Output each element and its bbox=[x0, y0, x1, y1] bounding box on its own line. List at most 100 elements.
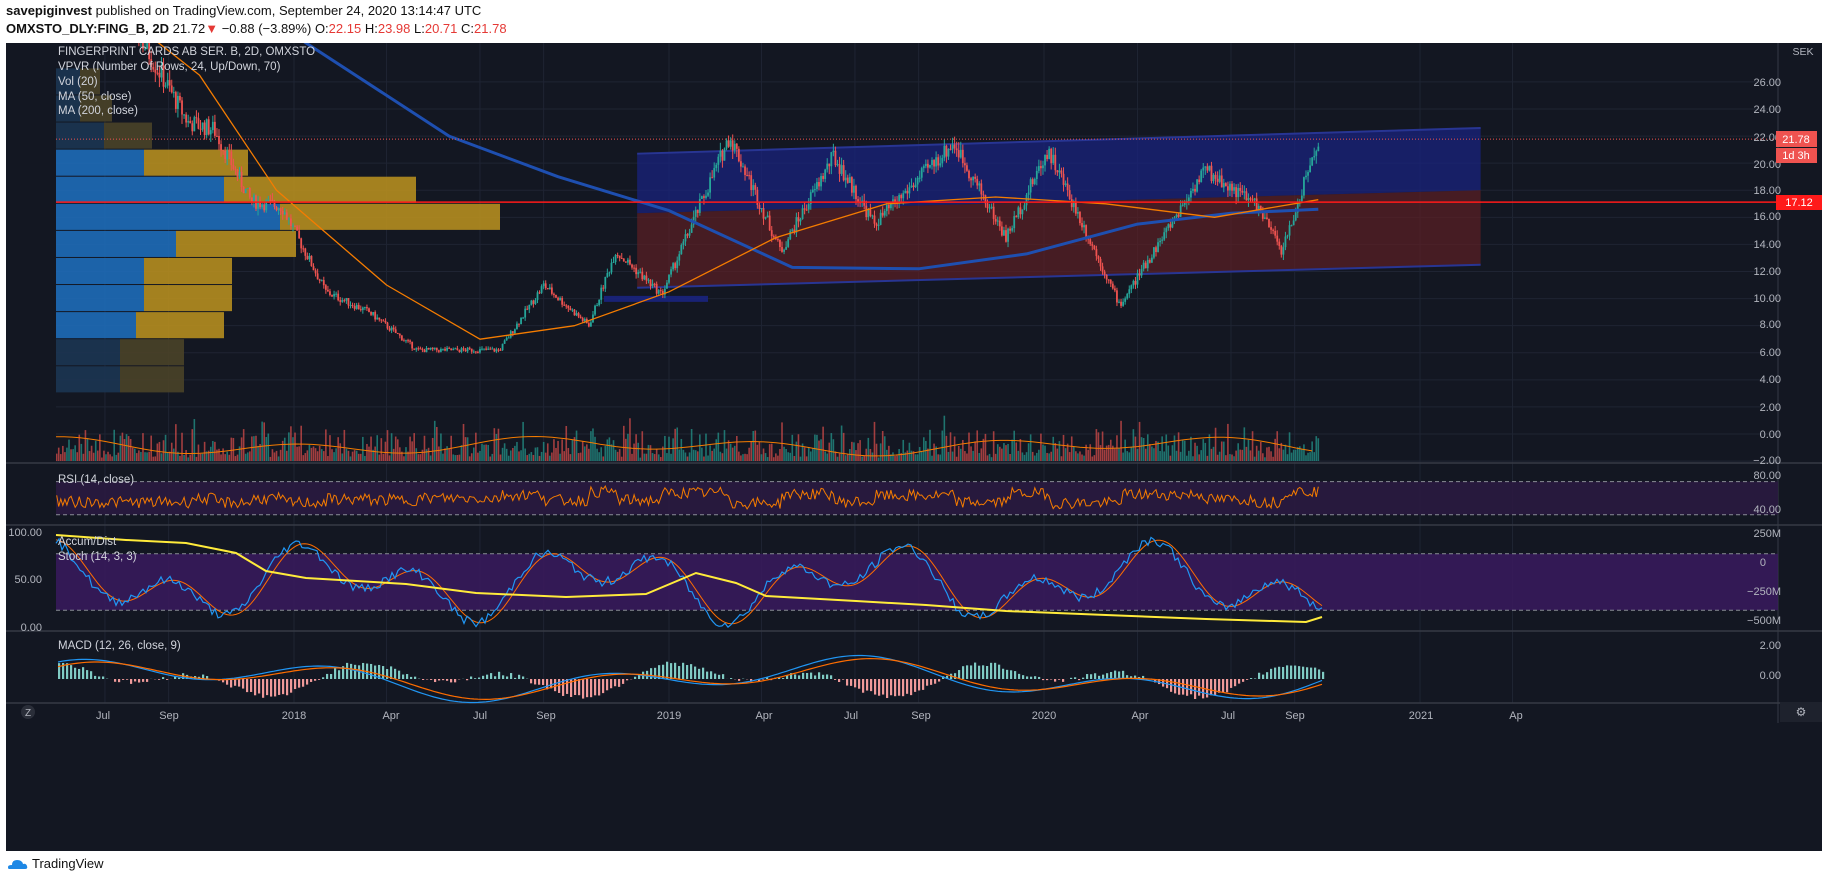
volume-bar bbox=[754, 430, 757, 461]
volume-bar bbox=[904, 452, 907, 461]
publisher-name[interactable]: savepiginvest bbox=[6, 3, 92, 18]
volume-bar bbox=[271, 449, 274, 461]
volume-bar bbox=[497, 428, 500, 461]
candle-body bbox=[244, 188, 247, 194]
volume-bar bbox=[1257, 450, 1260, 461]
candle-body bbox=[912, 185, 915, 188]
volume-bar bbox=[832, 439, 835, 461]
volume-bar bbox=[746, 454, 748, 461]
volume-bar bbox=[1044, 445, 1046, 461]
legend-ma200[interactable]: MA (200, close) bbox=[58, 105, 138, 117]
macd-histogram-bar bbox=[962, 666, 965, 679]
volume-bar bbox=[583, 446, 586, 461]
candle-body bbox=[1198, 179, 1201, 183]
candle-body bbox=[1313, 155, 1316, 158]
legend-stoch[interactable]: Stoch (14, 3, 3) bbox=[58, 551, 137, 563]
macd-tick: 0.00 bbox=[1760, 670, 1781, 682]
chart-frame[interactable]: FINGERPRINT CARDS AB SER. B, 2D, OMXSTO … bbox=[6, 43, 1822, 851]
macd-histogram-bar bbox=[278, 679, 281, 695]
candle-body bbox=[544, 283, 547, 289]
macd-histogram-bar bbox=[118, 679, 121, 683]
price-channel[interactable] bbox=[604, 126, 1481, 302]
macd-histogram-bar bbox=[970, 665, 973, 679]
candle-body bbox=[906, 190, 909, 194]
legend-ma50[interactable]: MA (50, close) bbox=[58, 91, 132, 103]
volume-bar bbox=[92, 452, 95, 461]
settings-button[interactable] bbox=[1780, 702, 1822, 722]
macd-histogram-bar bbox=[262, 679, 265, 698]
scale-button-label[interactable]: Z bbox=[25, 708, 31, 719]
volume-bar bbox=[1109, 439, 1112, 461]
volume-bar bbox=[1013, 430, 1016, 461]
volume-bar bbox=[353, 450, 356, 461]
candle-body bbox=[351, 305, 354, 307]
volume-bar bbox=[561, 439, 563, 461]
macd-histogram-bar bbox=[894, 679, 897, 697]
candle-body bbox=[791, 229, 794, 231]
macd-histogram-bar bbox=[1210, 679, 1213, 696]
candle-body bbox=[818, 182, 820, 187]
candle-body bbox=[631, 264, 633, 268]
volume-bar bbox=[146, 452, 148, 461]
chart-svg[interactable]: FINGERPRINT CARDS AB SER. B, 2D, OMXSTO … bbox=[6, 43, 1822, 851]
footer-brand[interactable]: TradingView bbox=[32, 856, 104, 871]
macd-pane[interactable] bbox=[57, 654, 1325, 704]
candle-body bbox=[850, 177, 853, 193]
stoch-pane[interactable] bbox=[55, 534, 1778, 628]
candle-body bbox=[1042, 165, 1044, 169]
volume-bar bbox=[156, 443, 159, 461]
legend-rsi[interactable]: RSI (14, close) bbox=[58, 474, 134, 486]
candle-body bbox=[220, 144, 222, 151]
candle-body bbox=[931, 160, 933, 165]
volume-bar bbox=[331, 449, 333, 461]
macd-histogram-bar bbox=[1218, 679, 1221, 693]
candle-body bbox=[1204, 166, 1207, 168]
rsi-line bbox=[56, 485, 1319, 510]
legend-vol[interactable]: Vol (20) bbox=[58, 76, 98, 88]
gear-icon[interactable]: ⚙ bbox=[1796, 705, 1807, 719]
volume-bar bbox=[366, 443, 368, 461]
rsi-pane[interactable] bbox=[56, 481, 1778, 516]
vpvr-up-bar bbox=[56, 176, 224, 203]
candle-body bbox=[1196, 179, 1198, 192]
candle-body bbox=[203, 122, 206, 136]
macd-histogram-bar bbox=[330, 673, 333, 679]
volume-bar bbox=[674, 428, 676, 461]
volume-bar bbox=[970, 446, 972, 461]
legend-macd[interactable]: MACD (12, 26, close, 9) bbox=[58, 640, 181, 652]
volume-bar bbox=[140, 451, 142, 461]
volume-bar bbox=[56, 453, 58, 461]
stoch-left-tick: 0.00 bbox=[21, 622, 42, 634]
candle-body bbox=[840, 165, 843, 174]
macd-histogram-bar bbox=[94, 675, 97, 679]
candle-body bbox=[988, 207, 991, 209]
macd-histogram-bar bbox=[658, 665, 661, 679]
volume-bar bbox=[292, 437, 294, 461]
legend-title[interactable]: FINGERPRINT CARDS AB SER. B, 2D, OMXSTO bbox=[58, 46, 315, 58]
candle-body bbox=[454, 348, 457, 350]
candle-body bbox=[1241, 190, 1244, 193]
scale-button[interactable] bbox=[21, 705, 35, 719]
volume-bar bbox=[518, 451, 520, 461]
macd-histogram-bar bbox=[610, 679, 613, 689]
volume-bar bbox=[918, 447, 921, 461]
legend-accum[interactable]: Accum/Dist bbox=[58, 536, 117, 548]
candle-body bbox=[746, 175, 748, 177]
macd-histogram-bar bbox=[238, 679, 241, 687]
candle-body bbox=[807, 204, 810, 210]
currency-label[interactable]: SEK bbox=[1792, 46, 1813, 58]
candle-body bbox=[698, 198, 701, 213]
legend-vpvr[interactable]: VPVR (Number Of Rows, 24, Up/Down, 70) bbox=[58, 61, 281, 73]
candlesticks bbox=[138, 43, 1320, 354]
candle-body bbox=[542, 283, 545, 287]
volume-bar bbox=[244, 453, 247, 461]
macd-histogram-bar bbox=[1142, 675, 1145, 679]
macd-histogram-bar bbox=[938, 679, 941, 682]
volume-bar bbox=[756, 444, 759, 461]
candle-body bbox=[497, 349, 500, 351]
volume-bar bbox=[610, 444, 613, 461]
horizontal-level[interactable] bbox=[56, 138, 1778, 203]
volume-bar bbox=[999, 446, 1001, 461]
price-ticks: 26.00 24.00 22.00 20.00 18.00 16.00 14.0… bbox=[1753, 77, 1781, 467]
volume-bar bbox=[575, 430, 578, 461]
